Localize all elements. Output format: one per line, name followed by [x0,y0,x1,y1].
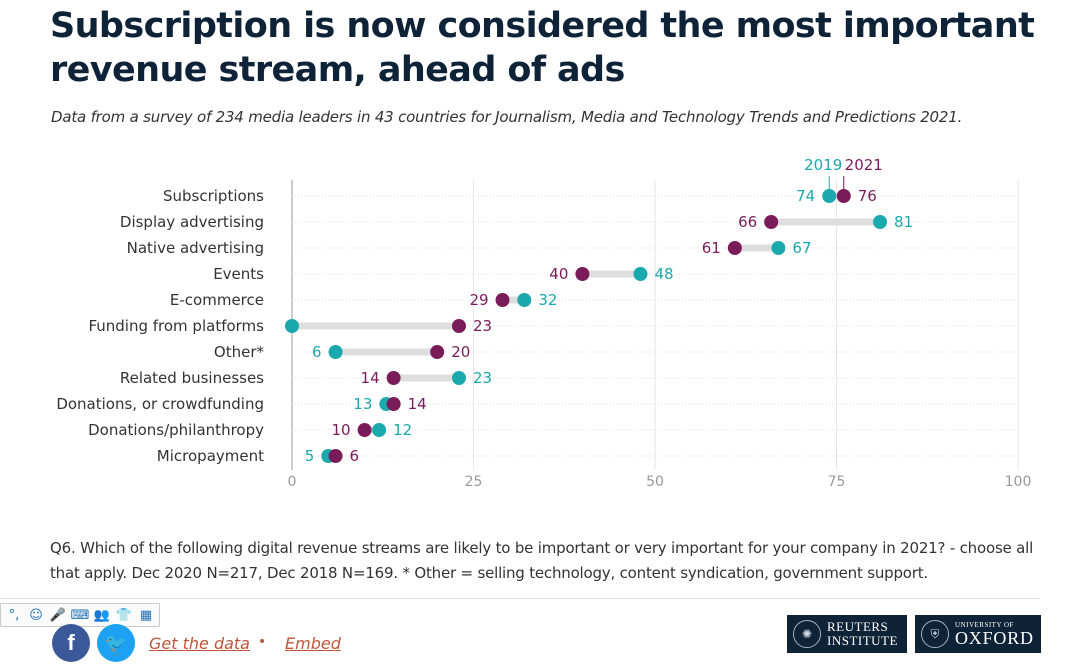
dot-2021-4 [495,293,510,307]
value-label-2019-1: 81 [894,213,913,231]
dot-2021-1 [764,215,779,229]
value-label-2019-0: 74 [796,187,815,205]
reuters-line1: REUTERS [827,619,889,634]
facebook-share-button[interactable]: f [52,624,90,662]
value-label-2021-9: 10 [332,421,351,439]
dot-2021-8 [386,397,401,411]
users-icon[interactable]: 👥 [93,607,111,623]
grid-icon[interactable]: ▦ [139,607,153,623]
category-label-0: Subscriptions [163,187,264,205]
value-label-2021-6: 20 [451,343,470,361]
category-label-5: Funding from platforms [88,317,264,335]
punctuation-icon[interactable]: °, [8,607,20,623]
value-label-2021-10: 6 [350,447,360,465]
ime-toolbar[interactable]: °, ☺ 🎤 ⌨ 👥 👕 ▦ [0,603,160,627]
dot-2021-7 [386,371,401,385]
value-label-2019-4: 32 [538,291,557,309]
value-label-2021-0: 76 [858,187,877,205]
value-label-2021-2: 61 [702,239,721,257]
dot-2019-9 [372,423,387,437]
footer-divider [0,598,1040,599]
embed-link[interactable]: Embed [285,634,341,653]
microphone-icon[interactable]: 🎤 [49,607,67,623]
value-label-2019-3: 48 [654,265,673,283]
category-label-4: E-commerce [170,291,264,309]
dot-2019-4 [517,293,532,307]
x-tick-label-4: 100 [1005,474,1032,490]
dot-2019-3 [633,267,648,281]
value-label-2019-2: 67 [792,239,811,257]
dumbbell-chart: 0 25 50 75 100 2019 2021 Subscriptions 74 76 Displ… [56,156,1032,490]
x-tick-label-3: 75 [828,474,846,490]
twitter-share-button[interactable]: 🐦 [97,624,135,662]
value-label-2021-5: 23 [473,317,492,335]
keyboard-icon[interactable]: ⌨ [70,607,90,623]
twitter-icon: 🐦 [104,632,128,653]
category-label-2: Native advertising [127,239,264,257]
category-label-10: Micropayment [157,447,264,465]
value-label-2019-8: 13 [353,395,372,413]
oxford-crest-icon: ⛨ [921,620,949,648]
value-label-2019-7: 23 [473,369,492,387]
oxford-small-text: UNIVERSITY OF [955,620,1014,629]
survey-footnote: Q6. Which of the following digital reven… [50,539,1034,582]
x-tick-label-2: 50 [646,474,664,490]
x-tick-label-1: 25 [465,474,483,490]
dot-2019-6 [328,345,343,359]
legend-2019: 2019 [804,156,842,174]
category-label-9: Donations/philanthropy [88,421,264,439]
value-label-2021-4: 29 [469,291,488,309]
dot-2019-2 [771,241,786,255]
oxford-big-text: OXFORD [955,627,1034,648]
chart-title: Subscription is now considered the most … [50,6,1035,90]
category-label-8: Donations, or crowdfunding [56,395,264,413]
dot-2019-5 [285,319,299,333]
emoji-icon[interactable]: ☺ [29,607,43,623]
skin-icon[interactable]: 👕 [115,607,133,623]
category-label-6: Other* [214,343,265,361]
category-label-1: Display advertising [120,213,264,231]
reuters-institute-logo[interactable]: ✺ REUTERS INSTITUTE [787,615,907,653]
value-label-2019-6: 6 [312,343,322,361]
dot-2021-6 [430,345,445,359]
reuters-line2: INSTITUTE [827,633,898,648]
dot-2021-2 [727,241,742,255]
dot-2019-1 [873,215,888,229]
get-data-link[interactable]: Get the data [149,634,250,653]
link-separator: • [258,634,267,650]
dot-2021-3 [575,267,590,281]
oxford-university-logo[interactable]: ⛨ UNIVERSITY OF OXFORD [915,615,1041,653]
value-label-2021-1: 66 [738,213,757,231]
value-label-2021-3: 40 [549,265,568,283]
facebook-icon: f [67,630,75,655]
category-label-7: Related businesses [120,369,264,387]
value-label-2019-10: 5 [305,447,315,465]
value-label-2021-8: 14 [408,395,427,413]
x-tick-label-0: 0 [288,474,297,490]
reuters-globe-icon: ✺ [793,620,821,648]
chart-subtitle: Data from a survey of 234 media leaders … [51,108,963,126]
dot-2021-0 [836,189,851,203]
category-label-3: Events [213,265,264,283]
dot-2021-5 [451,319,466,333]
value-label-2021-7: 14 [361,369,380,387]
dot-2019-7 [451,371,466,385]
dot-2019-0 [822,189,837,203]
legend-2021: 2021 [845,156,883,174]
dot-2021-10 [328,449,343,463]
value-label-2019-9: 12 [393,421,412,439]
dot-2021-9 [357,423,372,437]
